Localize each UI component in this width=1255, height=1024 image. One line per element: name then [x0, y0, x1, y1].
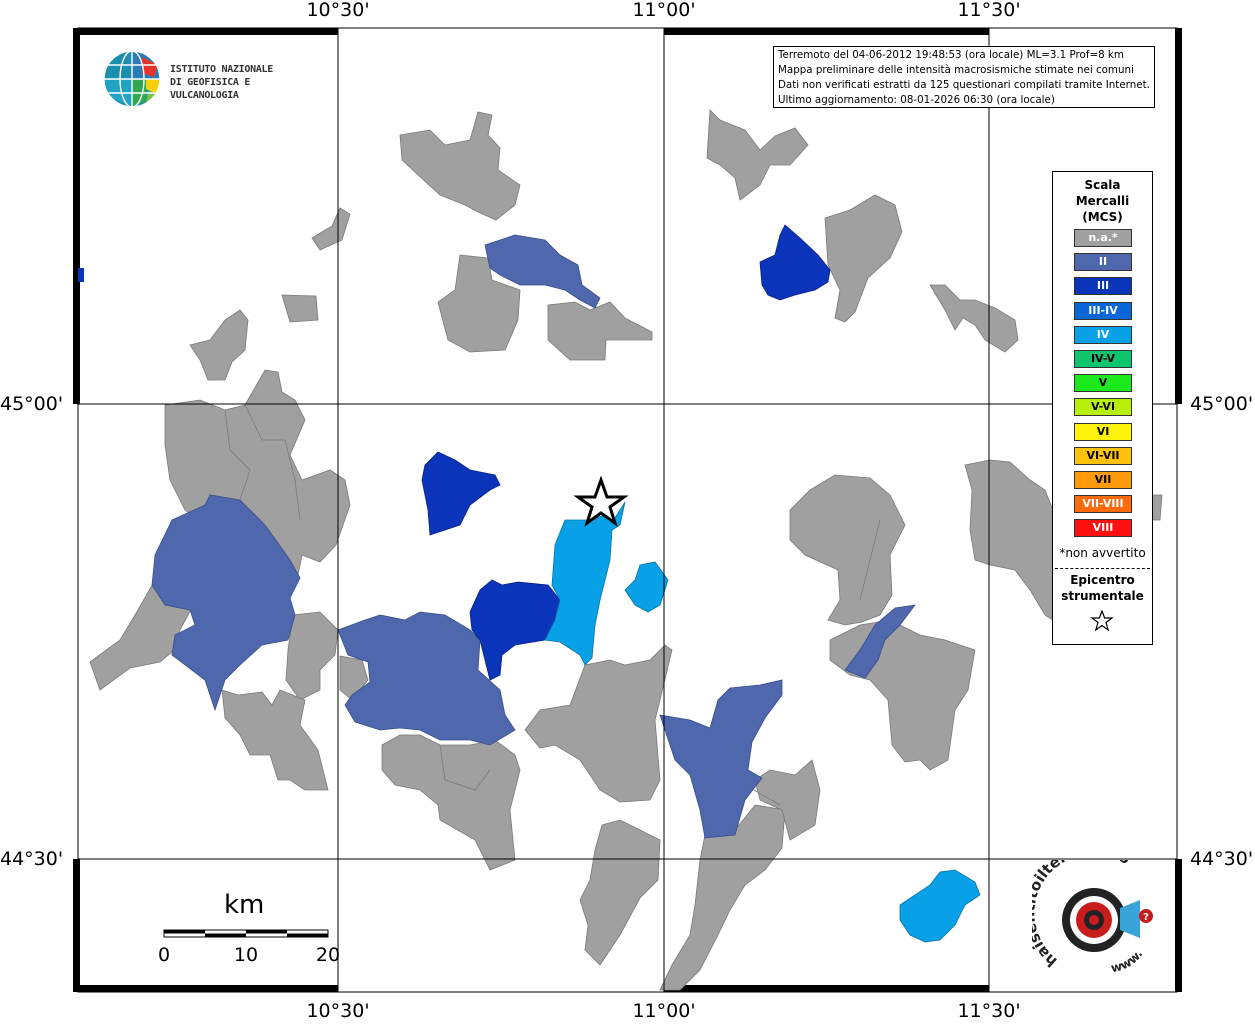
- svg-text:?: ?: [1143, 912, 1149, 923]
- event-info-box: Terremoto del 04-06-2012 19:48:53 (ora l…: [773, 46, 1155, 108]
- legend-item: V: [1074, 374, 1132, 393]
- legend-title-2: Mercalli: [1075, 194, 1130, 208]
- municipalities-na: [89, 109, 1163, 991]
- scale-tick-0: 0: [157, 944, 171, 966]
- frame-bars: [73, 28, 1182, 992]
- lat-label-right-4430: 44°30': [1190, 848, 1254, 870]
- legend-item: IV-V: [1074, 350, 1132, 368]
- logo-line-2: DI GEOFISICA E VULCANOLOGIA: [170, 77, 251, 101]
- lat-label-left-4430: 44°30': [0, 848, 64, 870]
- legend-item: V-VI: [1074, 398, 1132, 417]
- municipalities-ii: [151, 234, 916, 839]
- hsit-target-icon: ? haisentitoilterremoto.it www.: [1020, 840, 1153, 975]
- legend-item: VII: [1074, 471, 1132, 489]
- legend-epicenter-label: Epicentro strumentale: [1053, 572, 1152, 604]
- legend-title-1: Scala: [1084, 178, 1121, 192]
- lon-label-top-1030: 10°30': [306, 0, 370, 21]
- legend-item: II: [1074, 253, 1132, 272]
- info-line-4: Ultimo aggiornamento: 08-01-2026 06:30 (…: [778, 94, 1055, 106]
- lon-label-bottom-1130: 11°30': [957, 1000, 1021, 1022]
- logo-line-1: ISTITUTO NAZIONALE: [170, 64, 273, 75]
- legend-epicenter-line-2: strumentale: [1061, 589, 1144, 603]
- scale-tick-20: 20: [315, 944, 341, 966]
- lon-label-top-1130: 11°30': [957, 0, 1021, 21]
- hsit-logo: ? haisentitoilterremoto.it www.: [1020, 840, 1167, 985]
- legend-epicenter-line-1: Epicentro: [1070, 573, 1135, 587]
- info-line-1: Terremoto del 04-06-2012 19:48:53 (ora l…: [778, 49, 1124, 61]
- epicenter-star: [573, 475, 629, 527]
- scale-bar: km 0 10 20: [157, 890, 350, 970]
- legend-title-3: (MCS): [1082, 210, 1123, 224]
- svg-text:www.: www.: [1110, 947, 1146, 975]
- legend-item: n.a.*: [1074, 229, 1132, 247]
- star-icon: [1090, 610, 1114, 632]
- ingv-globe-icon: [103, 50, 161, 108]
- ingv-logo: ISTITUTO NAZIONALE DI GEOFISICA E VULCAN…: [102, 49, 322, 109]
- scale-unit: km: [224, 890, 265, 920]
- legend-note: *non avvertito: [1059, 546, 1146, 560]
- info-line-3: Dati non verificati estratti da 125 ques…: [778, 79, 1150, 91]
- lon-label-bottom-1100: 11°00': [632, 1000, 696, 1022]
- info-line-2: Mappa preliminare delle intensità macros…: [778, 64, 1134, 76]
- legend-item: III: [1074, 277, 1132, 296]
- lat-label-left-4500: 45°00': [0, 393, 64, 415]
- mcs-legend: Scala Mercalli (MCS) n.a.* II III III-IV IV I…: [1052, 171, 1153, 645]
- legend-title: Scala Mercalli (MCS): [1053, 177, 1152, 225]
- graticule: [78, 28, 1177, 992]
- legend-item: VI: [1074, 422, 1132, 441]
- municipalities-iv: [544, 501, 981, 943]
- hsit-www-text: www.: [1110, 947, 1146, 975]
- legend-separator: [1055, 568, 1150, 569]
- lat-label-right-4500: 45°00': [1190, 393, 1254, 415]
- lon-label-bottom-1030: 10°30': [306, 1000, 370, 1022]
- legend-item: VII-VIII: [1074, 495, 1132, 514]
- legend-item: VI-VII: [1074, 446, 1132, 465]
- municipalities-iii: [421, 224, 831, 681]
- scale-tick-10: 10: [233, 944, 259, 966]
- scale-bar-graphic: [163, 929, 329, 938]
- legend-item: III-IV: [1074, 301, 1132, 320]
- legend-item: IV: [1074, 325, 1132, 344]
- legend-item: VIII: [1074, 519, 1132, 538]
- lon-label-top-1100: 11°00': [632, 0, 696, 21]
